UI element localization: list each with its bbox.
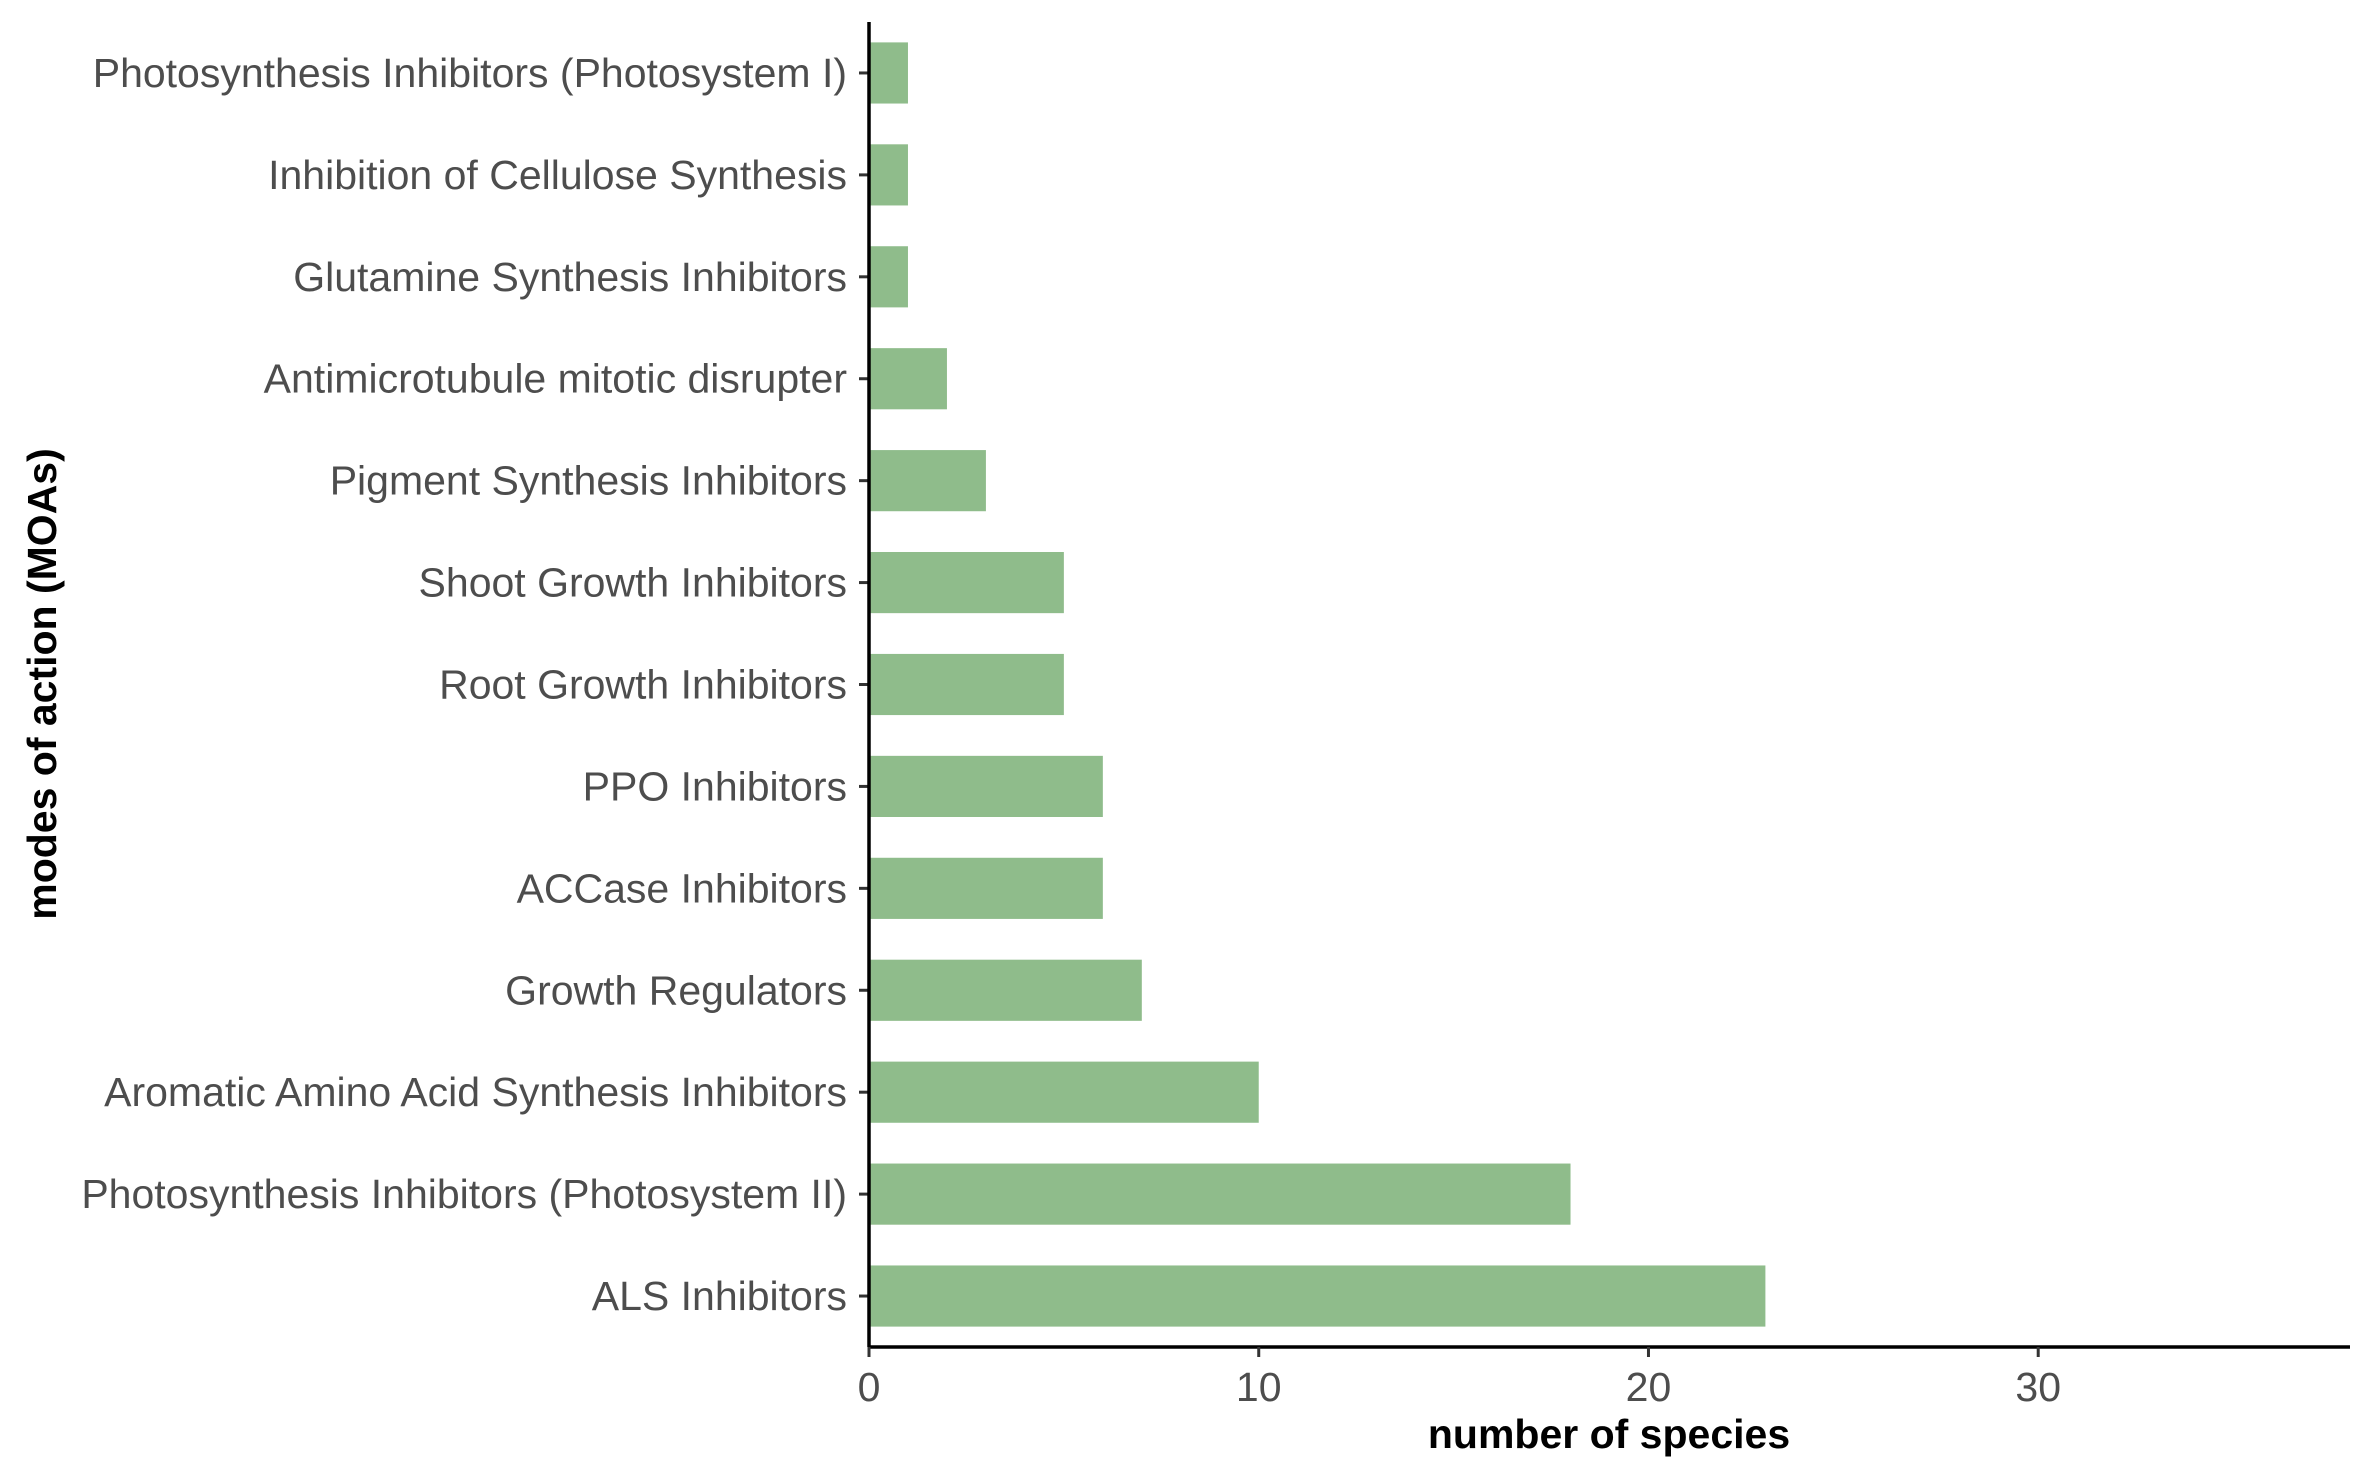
category-label: ACCase Inhibitors: [517, 865, 847, 911]
category-label: ALS Inhibitors: [592, 1273, 847, 1319]
category-label: Photosynthesis Inhibitors (Photosystem I…: [93, 50, 847, 96]
category-label: Inhibition of Cellulose Synthesis: [268, 152, 847, 198]
category-label: Photosynthesis Inhibitors (Photosystem I…: [81, 1171, 847, 1217]
x-tick-label: 30: [2015, 1364, 2061, 1410]
x-tick-label: 10: [1236, 1364, 1282, 1410]
category-labels-group: Photosynthesis Inhibitors (Photosystem I…: [81, 50, 847, 1319]
category-label: Pigment Synthesis Inhibitors: [330, 458, 847, 504]
x-axis-title: number of species: [1428, 1411, 1790, 1457]
x-ticks-group: 0 10 20 30: [858, 1347, 2061, 1410]
x-tick-label: 20: [1626, 1364, 1672, 1410]
bar: [869, 1061, 1259, 1123]
bar: [869, 552, 1064, 614]
bar: [869, 755, 1103, 817]
bar: [869, 653, 1064, 716]
category-label: Growth Regulators: [505, 967, 847, 1013]
category-label: PPO Inhibitors: [583, 763, 847, 809]
bar: [869, 857, 1103, 919]
bar: [869, 959, 1142, 1021]
category-label: Root Growth Inhibitors: [439, 662, 847, 708]
category-label: Antimicrotubule mitotic disrupter: [264, 356, 847, 402]
category-label: Shoot Growth Inhibitors: [419, 560, 847, 606]
category-label: Glutamine Synthesis Inhibitors: [293, 254, 847, 300]
y-axis-title: modes of action (MOAs): [19, 448, 65, 920]
bar: [869, 1163, 1571, 1225]
bar: [869, 450, 986, 512]
bars-group: [869, 42, 1766, 1327]
x-tick-label: 0: [858, 1364, 881, 1410]
bar: [869, 1265, 1766, 1327]
bar: [869, 42, 908, 104]
bar: [869, 348, 947, 410]
category-label: Aromatic Amino Acid Synthesis Inhibitors: [104, 1069, 847, 1115]
bar: [869, 144, 908, 206]
bar: [869, 246, 908, 308]
